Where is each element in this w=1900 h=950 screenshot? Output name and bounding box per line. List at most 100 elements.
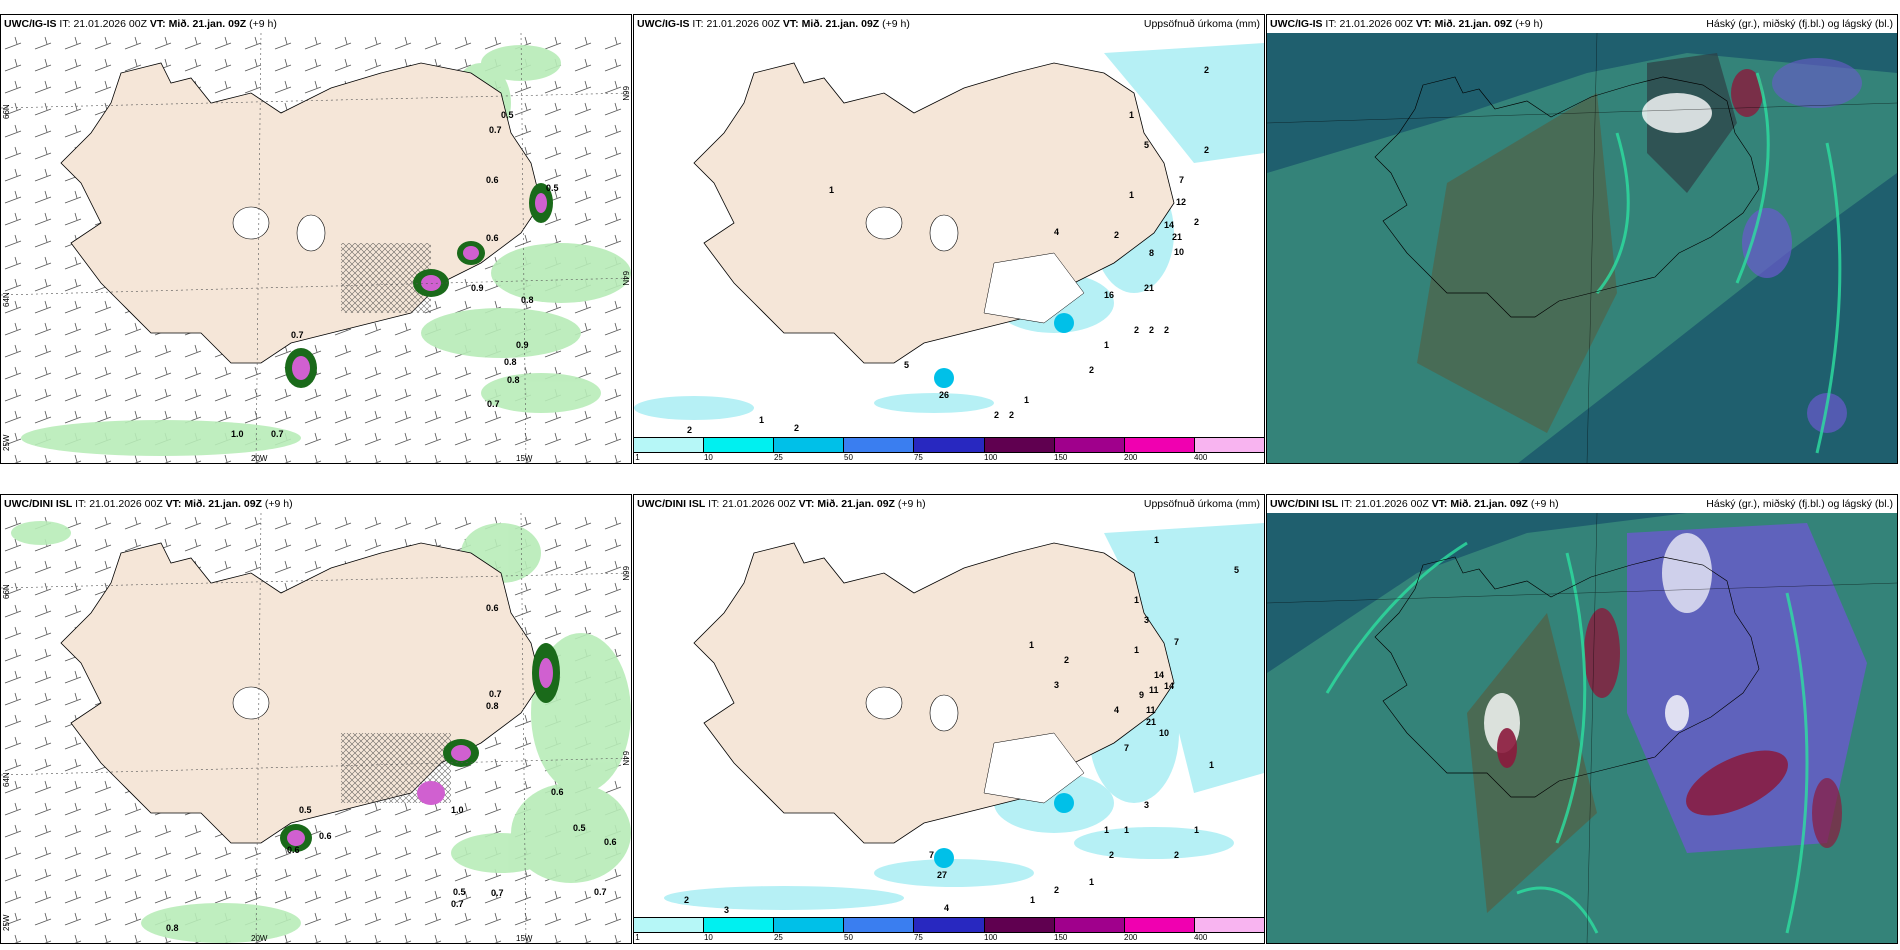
panel-ig-cloud[interactable]: UWC/IG-IS IT: 21.01.2026 00Z VT: Mið. 21… bbox=[1266, 14, 1898, 464]
panel-title: UWC/IG-IS IT: 21.01.2026 00Z VT: Mið. 21… bbox=[1, 15, 631, 33]
colorbar-tick-label: 200 bbox=[1124, 933, 1138, 942]
svg-text:0.9: 0.9 bbox=[471, 283, 484, 293]
colorbar-tick-label: 400 bbox=[1193, 933, 1208, 942]
svg-text:0.8: 0.8 bbox=[521, 295, 534, 305]
colorbar-segment bbox=[1194, 438, 1264, 452]
map-canvas[interactable]: 2 1 5 2 7 12 2 1 14 21 10 8 2 16 21 4 2 bbox=[634, 33, 1264, 438]
coastline bbox=[1374, 556, 1760, 798]
svg-text:0.9: 0.9 bbox=[516, 340, 529, 350]
svg-text:0.6: 0.6 bbox=[486, 233, 499, 243]
svg-text:2: 2 bbox=[1134, 325, 1139, 335]
vt-label: VT: bbox=[1415, 18, 1432, 30]
field-title: Uppsöfnuð úrkoma (mm) bbox=[1139, 15, 1260, 33]
svg-text:0.7: 0.7 bbox=[271, 429, 284, 439]
svg-text:2: 2 bbox=[1009, 410, 1014, 420]
lead-time: (+9 h) bbox=[897, 498, 926, 510]
svg-text:0.7: 0.7 bbox=[291, 330, 304, 340]
colorbar-tick-label: 10 bbox=[703, 933, 713, 942]
svg-text:2: 2 bbox=[1164, 325, 1169, 335]
vt-value: Mið. 21.jan. 09Z bbox=[168, 18, 247, 30]
model-name: UWC/IG-IS bbox=[637, 18, 690, 30]
map-canvas[interactable] bbox=[1267, 513, 1897, 943]
colorbar: 1 10 25 50 75 100 150 200 400 bbox=[634, 437, 1264, 463]
svg-text:1.0: 1.0 bbox=[231, 429, 244, 439]
svg-text:11: 11 bbox=[1149, 685, 1159, 695]
svg-text:66N: 66N bbox=[621, 566, 630, 581]
map-canvas[interactable] bbox=[1267, 33, 1897, 463]
it-label: IT: bbox=[75, 498, 87, 510]
vt-label: VT: bbox=[1431, 498, 1448, 510]
svg-text:11: 11 bbox=[1146, 705, 1156, 715]
colorbar-tick-label: 25 bbox=[773, 933, 783, 942]
map-canvas[interactable]: 66N 64N 66N 64N 25W 20W 15W 0.5 0.7 0.6 … bbox=[1, 33, 631, 463]
svg-text:26: 26 bbox=[939, 390, 949, 400]
grid-tick-labels: 66N 64N 66N 64N 25W 20W 15W bbox=[2, 566, 630, 943]
svg-text:1: 1 bbox=[1129, 190, 1134, 200]
vt-value: Mið. 21.jan. 09Z bbox=[1450, 498, 1528, 510]
svg-text:20W: 20W bbox=[251, 454, 268, 463]
vt-value: Mið. 21.jan. 09Z bbox=[817, 498, 895, 510]
map-canvas[interactable]: 1 5 1 3 7 1 14 14 11 9 11 21 10 4 7 2 3 bbox=[634, 513, 1264, 918]
svg-text:66N: 66N bbox=[2, 104, 11, 119]
vt-value: Mið. 21.jan. 09Z bbox=[1434, 18, 1513, 30]
svg-text:9: 9 bbox=[1139, 690, 1144, 700]
colorbar-tick-label: 50 bbox=[844, 933, 853, 942]
svg-text:1: 1 bbox=[1030, 895, 1035, 905]
map-canvas[interactable]: 66N 64N 66N 64N 25W 20W 15W 0.6 0.7 0.8 … bbox=[1, 513, 631, 943]
colorbar-tick-label: 75 bbox=[913, 453, 923, 462]
colorbar-tick-label: 400 bbox=[1193, 453, 1208, 462]
colorbar-segment bbox=[774, 438, 845, 452]
svg-text:3: 3 bbox=[724, 905, 729, 915]
colorbar-segment bbox=[844, 918, 915, 932]
colorbar-segment bbox=[704, 918, 775, 932]
svg-text:0.8: 0.8 bbox=[507, 375, 520, 385]
svg-text:5: 5 bbox=[1234, 565, 1239, 575]
panel-ig-precip[interactable]: UWC/IG-IS IT: 21.01.2026 00Z VT: Mið. 21… bbox=[633, 14, 1265, 464]
panel-ig-wind[interactable]: UWC/IG-IS IT: 21.01.2026 00Z VT: Mið. 21… bbox=[0, 14, 632, 464]
it-label: IT: bbox=[692, 18, 704, 30]
precip-map-svg: 1 5 1 3 7 1 14 14 11 9 11 21 10 4 7 2 3 bbox=[664, 523, 1264, 915]
wind-map-svg: 66N 64N 66N 64N 25W 20W 15W 0.5 0.7 0.6 … bbox=[1, 33, 631, 463]
panel-dini-wind[interactable]: UWC/DINI ISL IT: 21.01.2026 00Z VT: Mið.… bbox=[0, 494, 632, 944]
colorbar-tick-label: 150 bbox=[1054, 453, 1068, 462]
svg-text:2: 2 bbox=[1109, 850, 1114, 860]
svg-text:0.6: 0.6 bbox=[319, 831, 332, 841]
svg-text:10: 10 bbox=[1174, 247, 1184, 257]
colorbar-tick-label: 1 bbox=[635, 933, 640, 942]
panel-dini-precip[interactable]: UWC/DINI ISL IT: 21.01.2026 00Z VT: Mið.… bbox=[633, 494, 1265, 944]
model-name: UWC/DINI ISL bbox=[637, 498, 706, 510]
svg-text:0.6: 0.6 bbox=[604, 837, 617, 847]
it-value: 21.01.2026 00Z bbox=[1355, 498, 1429, 510]
svg-text:0.5: 0.5 bbox=[573, 823, 586, 833]
svg-text:0.6: 0.6 bbox=[551, 787, 564, 797]
svg-text:0.7: 0.7 bbox=[491, 888, 504, 898]
svg-text:0.5: 0.5 bbox=[501, 110, 514, 120]
it-value: 21.01.2026 00Z bbox=[722, 498, 796, 510]
svg-text:5: 5 bbox=[904, 360, 909, 370]
svg-text:1: 1 bbox=[829, 185, 834, 195]
lead-time: (+9 h) bbox=[249, 18, 277, 30]
svg-text:2: 2 bbox=[1194, 217, 1199, 227]
cloud-map-svg bbox=[1267, 33, 1897, 463]
svg-text:1: 1 bbox=[1104, 340, 1109, 350]
svg-text:1: 1 bbox=[759, 415, 764, 425]
colorbar-segment bbox=[1194, 918, 1264, 932]
svg-text:1: 1 bbox=[1209, 760, 1214, 770]
svg-text:0.6: 0.6 bbox=[486, 175, 499, 185]
panel-dini-cloud[interactable]: UWC/DINI ISL IT: 21.01.2026 00Z VT: Mið.… bbox=[1266, 494, 1898, 944]
colorbar-segment bbox=[704, 438, 775, 452]
svg-text:14: 14 bbox=[1164, 681, 1174, 691]
svg-text:0.7: 0.7 bbox=[487, 399, 500, 409]
grid-tick-labels: 66N 64N 66N 64N 25W 20W 15W bbox=[2, 86, 630, 463]
svg-text:2: 2 bbox=[1054, 885, 1059, 895]
colorbar-tick-label: 100 bbox=[984, 453, 998, 462]
model-name: UWC/DINI ISL bbox=[1270, 498, 1339, 510]
model-name: UWC/IG-IS bbox=[1270, 18, 1323, 30]
precip-value-labels: 2 1 5 2 7 12 2 1 14 21 10 8 2 16 21 4 2 bbox=[687, 65, 1209, 435]
vt-label: VT: bbox=[782, 18, 799, 30]
svg-text:64N: 64N bbox=[2, 772, 11, 787]
field-title: Háský (gr.), miðský (fj.bl.) og lágský (… bbox=[1702, 495, 1893, 513]
svg-text:0.6: 0.6 bbox=[287, 845, 300, 855]
precip-value-labels: 0.6 0.7 0.8 0.5 0.6 0.5 0.6 0.6 0.5 0.7 … bbox=[166, 603, 617, 933]
svg-text:7: 7 bbox=[1174, 637, 1179, 647]
